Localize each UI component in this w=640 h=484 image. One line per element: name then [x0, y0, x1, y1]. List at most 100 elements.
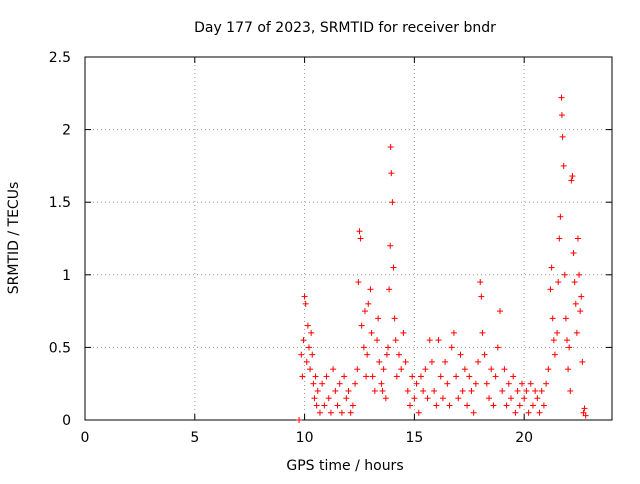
data-point	[486, 395, 493, 402]
data-point	[357, 235, 364, 242]
data-point	[574, 235, 581, 242]
data-point	[562, 315, 569, 322]
data-point	[300, 337, 307, 344]
data-point	[364, 351, 371, 358]
data-point	[468, 387, 475, 394]
data-point	[316, 409, 323, 416]
data-point	[355, 279, 362, 286]
data-point	[379, 387, 386, 394]
data-point	[549, 315, 556, 322]
data-point	[388, 170, 395, 177]
data-point	[309, 351, 316, 358]
data-point	[304, 322, 311, 329]
data-point	[567, 387, 574, 394]
data-point	[409, 373, 416, 380]
data-point	[521, 395, 528, 402]
data-point	[374, 337, 381, 344]
data-point	[352, 380, 359, 387]
data-point	[325, 395, 332, 402]
data-point	[569, 173, 576, 180]
data-point	[510, 373, 517, 380]
data-point	[525, 409, 532, 416]
data-point	[448, 344, 455, 351]
data-point	[424, 395, 431, 402]
data-point	[383, 351, 390, 358]
data-point	[579, 358, 586, 365]
data-point	[455, 395, 462, 402]
data-point	[310, 380, 317, 387]
data-point	[334, 402, 341, 409]
data-point	[360, 344, 367, 351]
data-point	[559, 133, 566, 140]
data-point	[565, 366, 572, 373]
data-point	[392, 337, 399, 344]
data-point	[398, 366, 405, 373]
data-point	[433, 402, 440, 409]
data-point	[386, 286, 393, 293]
data-point	[406, 402, 413, 409]
data-point	[568, 177, 575, 184]
data-point	[361, 308, 368, 315]
data-point	[573, 329, 580, 336]
x-tick-label: 5	[190, 430, 199, 446]
data-point	[558, 94, 565, 101]
x-tick-label: 0	[81, 430, 90, 446]
data-point	[536, 409, 543, 416]
data-point	[358, 322, 365, 329]
data-point	[375, 315, 382, 322]
data-point	[479, 329, 486, 336]
data-point	[490, 402, 497, 409]
data-point	[323, 373, 330, 380]
data-point	[488, 366, 495, 373]
data-point	[570, 250, 577, 257]
plot-frame	[84, 56, 613, 421]
data-point	[555, 279, 562, 286]
data-point	[390, 264, 397, 271]
data-point	[305, 344, 312, 351]
data-point	[343, 395, 350, 402]
data-point	[321, 402, 328, 409]
y-tick-label: 1.5	[49, 195, 71, 211]
data-point	[459, 387, 466, 394]
data-point	[435, 337, 442, 344]
data-point	[483, 380, 490, 387]
data-point	[578, 293, 585, 300]
data-point	[347, 409, 354, 416]
data-point	[368, 329, 375, 336]
data-point	[477, 279, 484, 286]
data-point	[532, 387, 539, 394]
data-point	[385, 344, 392, 351]
data-point	[336, 380, 343, 387]
data-point	[444, 380, 451, 387]
data-point	[371, 387, 378, 394]
data-point	[311, 395, 318, 402]
data-point	[415, 409, 422, 416]
data-point	[505, 380, 512, 387]
data-point	[428, 358, 435, 365]
data-point	[299, 373, 306, 380]
data-point	[327, 409, 334, 416]
data-point	[396, 351, 403, 358]
y-tick-label: 1	[62, 268, 71, 284]
y-axis-label: SRMTID / TECUs	[6, 182, 22, 295]
data-point	[303, 358, 310, 365]
data-point	[442, 358, 449, 365]
data-point	[548, 264, 555, 271]
data-point	[507, 395, 514, 402]
data-point	[478, 293, 485, 300]
data-point	[572, 300, 579, 307]
data-point	[439, 395, 446, 402]
data-point	[446, 402, 453, 409]
data-point	[404, 387, 411, 394]
data-point	[501, 366, 508, 373]
data-point	[527, 380, 534, 387]
data-point	[503, 402, 510, 409]
y-tick-label: 2.5	[49, 50, 71, 66]
data-point	[551, 351, 558, 358]
data-point	[312, 373, 319, 380]
x-tick-label: 10	[296, 430, 314, 446]
data-point	[413, 380, 420, 387]
data-point	[314, 387, 321, 394]
